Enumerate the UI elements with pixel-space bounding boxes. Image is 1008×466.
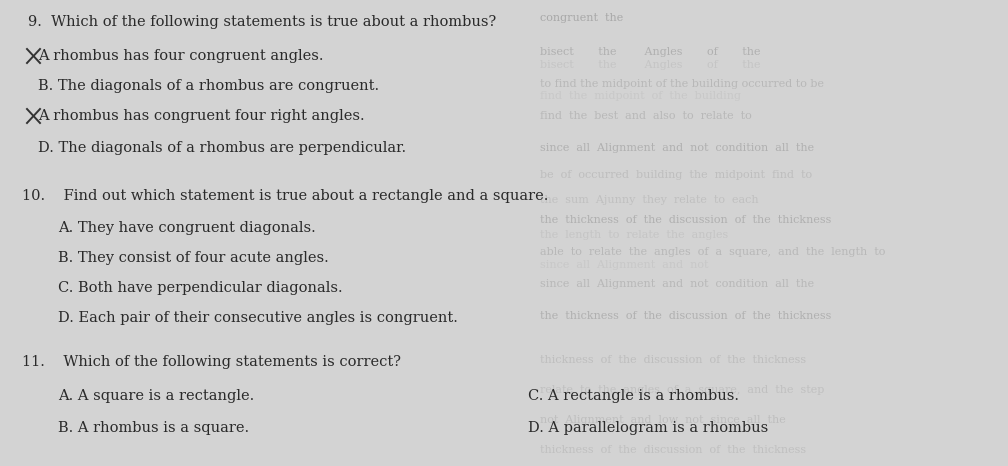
Text: the  length  to  relate  the  angles: the length to relate the angles [540, 230, 728, 240]
Text: 9.  Which of the following statements is true about a rhombus?: 9. Which of the following statements is … [28, 15, 496, 29]
Text: 10.    Find out which statement is true about a rectangle and a square.: 10. Find out which statement is true abo… [22, 189, 548, 203]
Text: since  all  Alignment  and  not  condition  all  the: since all Alignment and not condition al… [540, 143, 814, 153]
Text: congruent  the: congruent the [540, 13, 623, 23]
Text: 11.    Which of the following statements is correct?: 11. Which of the following statements is… [22, 355, 401, 369]
Text: the  sum  Ajunny  they  relate  to  each: the sum Ajunny they relate to each [540, 195, 759, 205]
Text: since  all  Alignment  and  not: since all Alignment and not [540, 260, 709, 270]
Text: B. They consist of four acute angles.: B. They consist of four acute angles. [58, 251, 329, 265]
Text: find  the  best  and  also  to  relate  to: find the best and also to relate to [540, 111, 752, 121]
Text: be  of  occurred  building  the  midpoint  find  to: be of occurred building the midpoint fin… [540, 170, 812, 180]
Text: D. A parallelogram is a rhombus: D. A parallelogram is a rhombus [528, 421, 768, 435]
Text: to find the midpoint of the building occurred to be: to find the midpoint of the building occ… [540, 79, 824, 89]
Text: find  the  midpoint  of  the  building: find the midpoint of the building [540, 91, 741, 101]
Text: D. Each pair of their consecutive angles is congruent.: D. Each pair of their consecutive angles… [58, 311, 458, 325]
Text: since  all  Alignment  and  not  condition  all  the: since all Alignment and not condition al… [540, 279, 814, 289]
Text: A rhombus has congruent four right angles.: A rhombus has congruent four right angle… [38, 109, 365, 123]
Text: D. The diagonals of a rhombus are perpendicular.: D. The diagonals of a rhombus are perpen… [38, 141, 406, 155]
Text: B. The diagonals of a rhombus are congruent.: B. The diagonals of a rhombus are congru… [38, 79, 379, 93]
Text: relate  to  the  angles  of  a  square,  and  the  step: relate to the angles of a square, and th… [540, 385, 825, 395]
Text: A rhombus has four congruent angles.: A rhombus has four congruent angles. [38, 49, 324, 63]
Text: C. Both have perpendicular diagonals.: C. Both have perpendicular diagonals. [58, 281, 343, 295]
Text: bisect       the        Angles       of       the: bisect the Angles of the [540, 47, 760, 57]
Text: A. A square is a rectangle.: A. A square is a rectangle. [58, 389, 254, 403]
Text: not  Alignment  and  low  not  since  all  the: not Alignment and low not since all the [540, 415, 786, 425]
Text: A. They have congruent diagonals.: A. They have congruent diagonals. [58, 221, 316, 235]
Text: the  thickness  of  the  discussion  of  the  thickness: the thickness of the discussion of the t… [540, 311, 832, 321]
Text: able  to  relate  the  angles  of  a  square,  and  the  length  to: able to relate the angles of a square, a… [540, 247, 885, 257]
Text: thickness  of  the  discussion  of  the  thickness: thickness of the discussion of the thick… [540, 445, 806, 455]
Text: B. A rhombus is a square.: B. A rhombus is a square. [58, 421, 249, 435]
Text: thickness  of  the  discussion  of  the  thickness: thickness of the discussion of the thick… [540, 355, 806, 365]
Text: the  thickness  of  the  discussion  of  the  thickness: the thickness of the discussion of the t… [540, 215, 832, 225]
Text: bisect       the        Angles       of       the: bisect the Angles of the [540, 60, 760, 70]
Text: C. A rectangle is a rhombus.: C. A rectangle is a rhombus. [528, 389, 739, 403]
